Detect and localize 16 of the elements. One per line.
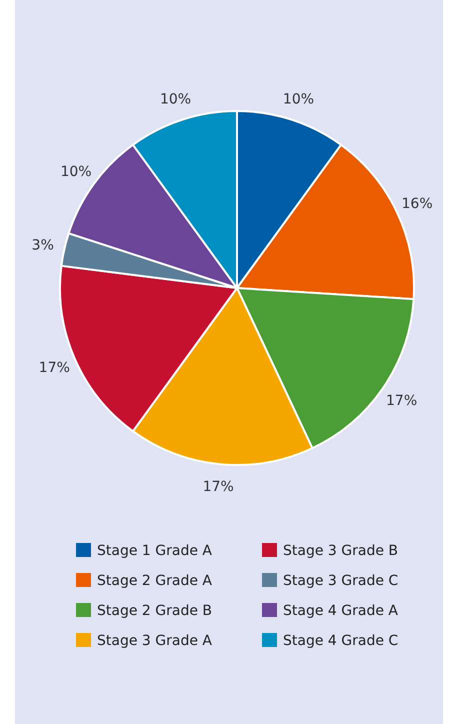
data-label: 10% bbox=[282, 92, 314, 108]
data-label: 10% bbox=[60, 164, 92, 180]
data-label: 17% bbox=[38, 360, 70, 376]
legend-label: Stage 3 Grade C bbox=[283, 572, 398, 589]
legend-label: Stage 4 Grade A bbox=[283, 602, 398, 619]
legend-label: Stage 1 Grade A bbox=[97, 542, 212, 559]
data-label: 16% bbox=[402, 196, 433, 212]
data-label: 17% bbox=[202, 479, 234, 496]
data-label: 3% bbox=[32, 237, 54, 254]
data-label: 17% bbox=[386, 392, 418, 409]
legend-label: Stage 2 Grade A bbox=[97, 572, 212, 589]
legend-label: Stage 3 Grade B bbox=[283, 542, 398, 559]
legend-label: Stage 4 Grade C bbox=[283, 632, 398, 649]
legend-label: Stage 2 Grade B bbox=[97, 602, 212, 619]
data-label: 10% bbox=[160, 92, 192, 108]
legend-label: Stage 3 Grade A bbox=[97, 632, 212, 649]
